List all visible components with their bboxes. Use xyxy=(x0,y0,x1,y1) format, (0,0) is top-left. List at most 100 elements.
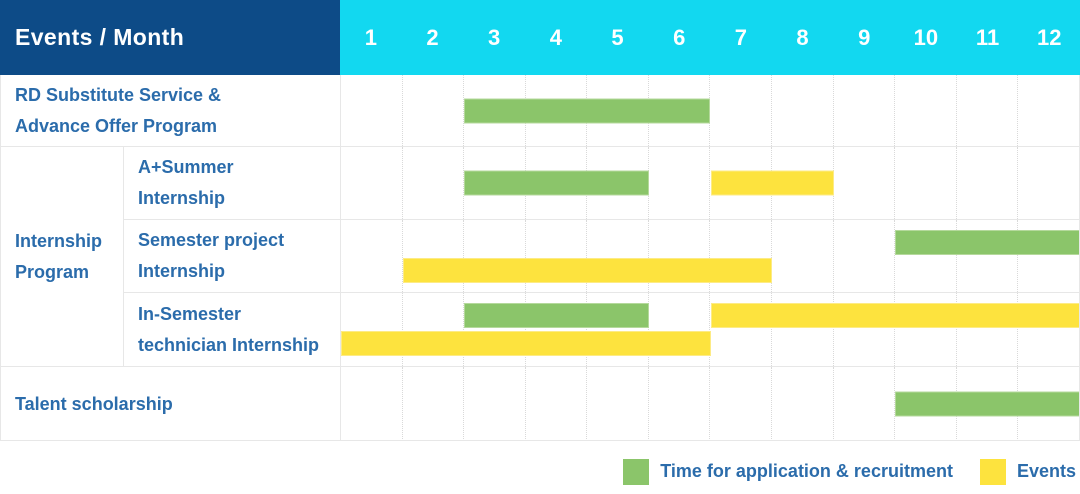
month-grid-cell xyxy=(403,75,465,146)
month-header-cell: 7 xyxy=(734,24,747,50)
table-header-row: Events / Month 1 2 3 4 5 6 7 8 9 10 11 12 xyxy=(0,0,1080,75)
group-label-line: Program xyxy=(15,261,90,282)
month-grid-cell xyxy=(403,147,465,219)
month-grid-cell xyxy=(957,147,1019,219)
month-header-cell: 8 xyxy=(796,24,809,50)
application-swatch-icon xyxy=(623,458,650,485)
table-row-rd-substitute: RD Substitute Service & Advance Offer Pr… xyxy=(0,75,1080,147)
month-grid-cell xyxy=(772,220,834,292)
month-grid-cell xyxy=(649,220,711,292)
month-header-cell: 2 xyxy=(426,24,439,50)
table-row-a-summer: A+Summer Internship xyxy=(124,147,1080,220)
application-bar xyxy=(464,303,649,328)
row-label-line: Advance Offer Program xyxy=(15,115,218,136)
application-bar xyxy=(895,391,1080,417)
legend: Time for application & recruitment Event… xyxy=(0,441,1080,494)
row-label-line: technician Internship xyxy=(138,334,320,355)
legend-label: Events xyxy=(1016,461,1076,481)
events-swatch-icon xyxy=(979,458,1006,485)
group-label-internship-program: Internship Program xyxy=(0,147,124,366)
month-header-cell: 6 xyxy=(673,24,686,50)
application-bar xyxy=(464,98,711,123)
month-grid-cell xyxy=(526,293,588,366)
events-bar xyxy=(710,303,1080,328)
row-label: Semester project Internship xyxy=(124,220,340,292)
month-grid-cell xyxy=(526,220,588,292)
month-grid-cell xyxy=(834,367,896,441)
month-grid-cell xyxy=(710,75,773,146)
month-grid-cell xyxy=(464,220,526,292)
gantt-row-chart xyxy=(340,220,1080,292)
month-grid-cell xyxy=(403,293,465,366)
month-header-cell: 10 xyxy=(913,24,939,50)
month-grid-cell xyxy=(649,367,711,441)
internship-program-group: Internship Program A+Summer Internship S… xyxy=(0,147,1080,367)
table-title: Events / Month xyxy=(15,24,185,50)
gantt-row-chart xyxy=(340,293,1080,366)
month-grid-cell xyxy=(1018,220,1080,292)
month-grid-cell xyxy=(341,147,403,219)
month-grid-cell xyxy=(772,293,834,366)
row-label: RD Substitute Service & Advance Offer Pr… xyxy=(0,75,340,146)
row-label-line: In-Semester xyxy=(138,303,242,324)
events-bar xyxy=(402,258,773,283)
month-grid-cell xyxy=(895,147,957,219)
legend-item-application: Time for application & recruitment xyxy=(623,458,953,485)
legend-label: Time for application & recruitment xyxy=(660,461,953,481)
month-grid-cell xyxy=(895,75,957,146)
month-grid-cell xyxy=(834,220,896,292)
month-header-cell: 9 xyxy=(858,24,871,50)
events-bar xyxy=(710,170,834,196)
month-grid-cell xyxy=(1018,75,1080,146)
month-grid-cell xyxy=(834,75,896,146)
month-header-cell: 12 xyxy=(1036,24,1062,50)
month-grid-cell xyxy=(587,220,649,292)
group-rows: A+Summer Internship Semester project Int… xyxy=(124,147,1080,366)
month-grid-cell xyxy=(341,220,403,292)
table-row-semester-project: Semester project Internship xyxy=(124,220,1080,293)
month-grid-cell xyxy=(834,147,896,219)
month-grid-cell xyxy=(710,293,773,366)
month-grid-cell xyxy=(403,367,465,441)
month-grid-cell xyxy=(957,75,1019,146)
month-grid-cell xyxy=(710,367,773,441)
month-grid-cell xyxy=(895,220,957,292)
month-grid-cell xyxy=(464,367,526,441)
month-header-cell: 11 xyxy=(975,24,1000,50)
month-grid-cell xyxy=(403,220,465,292)
month-grid-cell xyxy=(587,367,649,441)
month-grid-cell xyxy=(772,367,834,441)
row-label: A+Summer Internship xyxy=(124,147,340,219)
month-grid-cell xyxy=(341,293,403,366)
month-grid-cell xyxy=(587,293,649,366)
row-label-line: RD Substitute Service & xyxy=(15,84,222,105)
month-header: 1 2 3 4 5 6 7 8 9 10 11 12 xyxy=(340,0,1080,75)
row-label-line: A+Summer xyxy=(138,157,234,177)
gantt-table-body: RD Substitute Service & Advance Offer Pr… xyxy=(0,75,1080,441)
month-grid-cell xyxy=(341,367,403,441)
events-month-header-cell: Events / Month xyxy=(0,0,340,75)
gantt-row-chart xyxy=(340,147,1080,219)
row-label-line: Semester project xyxy=(138,230,285,250)
month-grid-cell xyxy=(649,147,711,219)
month-grid-cell xyxy=(957,293,1019,366)
month-grid-cell xyxy=(957,220,1019,292)
row-label-line: Internship xyxy=(138,261,226,281)
month-grid-cell xyxy=(1018,147,1080,219)
month-grid-cell xyxy=(341,75,403,146)
row-label: In-Semester technician Internship xyxy=(124,293,340,366)
month-grid-cell xyxy=(526,367,588,441)
month-grid-cell xyxy=(1018,293,1080,366)
gantt-row-chart xyxy=(340,75,1080,146)
group-label-line: Internship xyxy=(15,230,103,251)
application-bar xyxy=(464,170,649,196)
application-bar xyxy=(895,230,1080,255)
month-header-cell: 4 xyxy=(549,24,562,50)
month-grid-cell xyxy=(464,293,526,366)
row-label: Talent scholarship xyxy=(0,367,340,441)
legend-item-events: Events xyxy=(979,458,1076,485)
month-header-cell: 1 xyxy=(364,24,377,50)
row-label-line: Talent scholarship xyxy=(15,393,173,414)
month-grid-cell xyxy=(710,220,773,292)
